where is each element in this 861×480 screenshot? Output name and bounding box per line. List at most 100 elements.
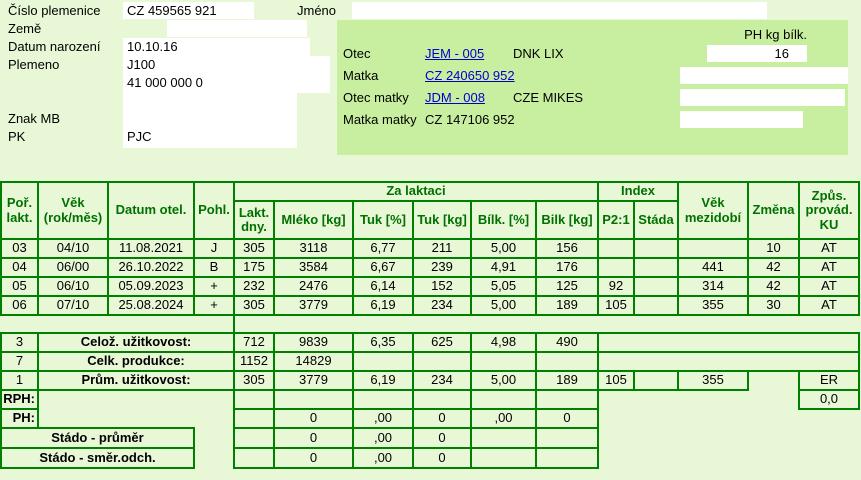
jmeno-value-box — [352, 2, 767, 19]
summary-row-0-bilk-kg: 490 — [535, 332, 599, 353]
summary-row-1-bilk-pct — [470, 351, 537, 372]
lact-row-2-kuz: AT — [798, 276, 860, 297]
summary-row-2-vek: Prům. užitkovost: — [37, 370, 235, 391]
col-header-stada: Stáda — [633, 200, 679, 240]
row-label-rph: RPH: — [0, 389, 39, 410]
lact-row-0-kuz: AT — [798, 238, 860, 259]
plemeno-code-value: 41 000 000 0 — [127, 75, 203, 90]
lact-row-3-vek-mezidobi: 355 — [677, 295, 749, 316]
bottom-row-0-mleko-kg — [273, 389, 354, 410]
group-header-za-laktaci: Za laktaci — [233, 181, 599, 202]
cislo-plemenice-value: CZ 459565 921 — [127, 3, 217, 18]
matka-ph-value-box — [680, 67, 848, 84]
col-header-vek-mezidobi: Věk mezidobí — [677, 181, 749, 240]
lact-row-1-stada — [633, 257, 679, 278]
summary-row-1-por: 7 — [0, 351, 39, 372]
summary-row-2-bilk-kg: 189 — [535, 370, 599, 391]
otec-matky-ph-value-box — [680, 89, 845, 106]
matka-matky-ph-value-box — [680, 111, 803, 128]
jmeno-value — [352, 3, 356, 18]
lact-row-3-pohl: + — [193, 295, 235, 316]
lact-row-1-lakt-dny: 175 — [233, 257, 275, 278]
pedigree-panel: PH kg bílk. — [337, 20, 848, 155]
bottom-row-0-tuk-kg — [412, 389, 472, 410]
col-header-tuk-pct: Tuk [%] — [352, 200, 414, 240]
summary-row-1-lakt-dny: 1152 — [233, 351, 275, 372]
matka-code-link[interactable]: CZ 240650 952 — [425, 68, 515, 83]
bottom-row-1-tuk-pct: ,00 — [352, 408, 414, 429]
lact-row-3-tuk-pct: 6,19 — [352, 295, 414, 316]
lact-row-1-tuk-kg: 239 — [412, 257, 472, 278]
plemeno-value-box — [123, 56, 330, 93]
lact-row-1-bilk-pct: 4,91 — [470, 257, 537, 278]
summary-row-2-p21: 105 — [597, 370, 635, 391]
summary-row-2-tuk-pct: 6,19 — [352, 370, 414, 391]
summary-row-0-bilk-pct: 4,98 — [470, 332, 537, 353]
lact-row-1-datum-otel: 26.10.2022 — [107, 257, 195, 278]
lact-row-2-tuk-pct: 6,14 — [352, 276, 414, 297]
lact-row-2-p21: 92 — [597, 276, 635, 297]
zeme-value — [167, 21, 171, 36]
bottom-row-2-tuk-pct: ,00 — [352, 427, 414, 449]
lact-row-2-vek: 06/10 — [37, 276, 109, 297]
lact-row-0-datum-otel: 11.08.2021 — [107, 238, 195, 259]
summary-row-0-vek: Celož. užitkovost: — [37, 332, 235, 353]
field-label-datum-narozeni: Datum narození — [8, 39, 101, 54]
ph-kg-bilk-header: PH kg bílk. — [744, 27, 807, 42]
otec-matky-code-link[interactable]: JDM - 008 — [425, 90, 485, 105]
row-label-st-do-pr-m-r: Stádo - průměr — [0, 427, 195, 449]
lact-row-2-tuk-kg: 152 — [412, 276, 472, 297]
summary-row-2-vek-mezidobi: 355 — [677, 370, 749, 391]
bottom-row-2-lakt-dny — [233, 427, 275, 449]
summary-row-0-p21 — [597, 332, 860, 353]
lact-row-2-por: 05 — [0, 276, 39, 297]
summary-row-0-por: 3 — [0, 332, 39, 353]
summary-row-2-por: 1 — [0, 370, 39, 391]
lact-row-3-vek: 07/10 — [37, 295, 109, 316]
lact-row-3-kuz: AT — [798, 295, 860, 316]
lact-row-3-por: 06 — [0, 295, 39, 316]
otec-name: DNK LIX — [513, 46, 564, 61]
col-header-por: Poř. lakt. — [0, 181, 39, 240]
field-label-zeme: Země — [8, 21, 42, 36]
pk-value: PJC — [127, 129, 152, 144]
matka-matky-code: CZ 147106 952 — [425, 112, 515, 127]
pedigree-label-matka-matky: Matka matky — [343, 112, 417, 127]
bottom-row-2-bilk-kg — [535, 427, 599, 449]
lact-row-2-zmena: 42 — [747, 276, 800, 297]
summary-row-1-tuk-pct — [352, 351, 414, 372]
lact-row-0-vek-mezidobi — [677, 238, 749, 259]
summary-row-1-mleko-kg: 14829 — [273, 351, 354, 372]
bottom-row-3-bilk-pct — [470, 447, 537, 469]
otec-code-link[interactable]: JEM - 005 — [425, 46, 485, 61]
col-header-p21: P2:1 — [597, 200, 635, 240]
bottom-row-0-bilk-kg — [535, 389, 599, 410]
lact-row-0-por: 03 — [0, 238, 39, 259]
bottom-row-0-kuz: 0,0 — [798, 389, 860, 410]
summary-row-2-lakt-dny: 305 — [233, 370, 275, 391]
summary-row-2-stada — [633, 370, 679, 391]
field-label-jmeno: Jméno — [297, 3, 337, 18]
lact-row-3-bilk-kg: 189 — [535, 295, 599, 316]
bottom-row-2-bilk-pct — [470, 427, 537, 449]
col-header-zmena: Změna — [747, 181, 800, 240]
lact-row-3-stada — [633, 295, 679, 316]
col-header-bilk-pct: Bílk. [%] — [470, 200, 537, 240]
col-header-pohl: Pohl. — [193, 181, 235, 240]
pedigree-label-matka: Matka — [343, 68, 379, 83]
bottom-row-1-bilk-kg: 0 — [535, 408, 599, 429]
lact-row-1-por: 04 — [0, 257, 39, 278]
col-header-mleko-kg: Mléko [kg] — [273, 200, 354, 240]
pedigree-label-otec-matky: Otec matky — [343, 90, 409, 105]
summary-row-0-mleko-kg: 9839 — [273, 332, 354, 353]
lact-row-1-mleko-kg: 3584 — [273, 257, 354, 278]
summary-row-2-mleko-kg: 3779 — [273, 370, 354, 391]
bottom-row-1-mleko-kg: 0 — [273, 408, 354, 429]
row-label-st-do-sm-r-odch: Stádo - směr.odch. — [0, 447, 195, 469]
bottom-row-3-tuk-pct: ,00 — [352, 447, 414, 469]
summary-row-2-bilk-pct: 5,00 — [470, 370, 537, 391]
col-header-kuz: Způs. provád. KU — [798, 181, 860, 240]
table-connector-line — [233, 314, 235, 334]
bottom-row-3-tuk-kg: 0 — [412, 447, 472, 469]
lact-row-2-mleko-kg: 2476 — [273, 276, 354, 297]
